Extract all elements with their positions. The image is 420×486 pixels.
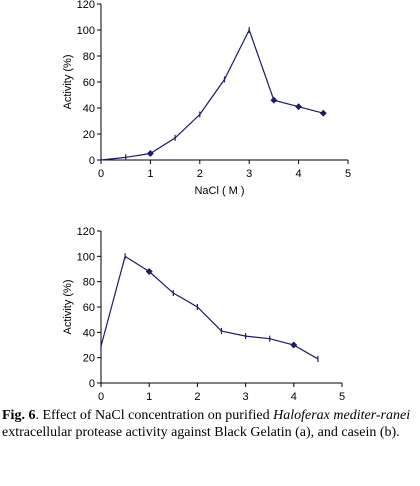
chart-1-y-tick-label: 100 [77, 25, 95, 37]
caption-fig-label: Fig. 6 [2, 408, 36, 423]
chart-1-x-tick-label: 3 [246, 168, 252, 180]
caption-text-1: . Effect of NaCl concentration on purifi… [35, 408, 274, 423]
chart-2-y-tick-label: 60 [83, 302, 95, 314]
caption-species: Haloferax mediter-ranei [273, 408, 411, 423]
chart-1-data-point [146, 149, 154, 158]
chart-1-y-tick-label: 20 [83, 129, 95, 141]
chart-1-y-tick-label: 0 [89, 155, 95, 167]
chart-2-y-axis-label: Activity (%) [62, 280, 74, 335]
chart-2-x-tick-label: 5 [339, 391, 345, 403]
chart-2-x-tick-label: 4 [291, 391, 297, 403]
chart-1-data-point [270, 96, 278, 104]
chart-1-data-point [295, 103, 303, 111]
chart-1-x-tick-label: 0 [98, 168, 104, 180]
chart-2-data-point [290, 341, 298, 349]
chart-2-data-point [145, 267, 153, 276]
chart-2-y-tick-label: 120 [77, 226, 95, 238]
caption-text-2: extracellular protease activity against … [2, 425, 400, 440]
chart-2-y-tick-label: 40 [83, 327, 95, 339]
chart-2-y-tick-label: 0 [89, 378, 95, 390]
chart-1-series-line [100, 28, 324, 161]
chart-2-x-tick-label: 1 [146, 391, 152, 403]
chart-1-y-tick-label: 80 [83, 51, 95, 63]
chart-a: 0 20 40 60 80 100 120 0 1 2 3 4 5 NaCl ( M ) Activity … [62, 0, 351, 197]
chart-2-series-line [100, 255, 319, 360]
chart-1-x-tick-label: 5 [345, 168, 351, 180]
chart-2-x-tick-label: 3 [243, 391, 249, 403]
chart-2-y-tick-label: 20 [83, 353, 95, 365]
chart-1-y-tick-label: 60 [83, 77, 95, 89]
chart-2-x-tick-label: 2 [194, 391, 200, 403]
chart-1-y-tick-label: 120 [77, 0, 95, 11]
chart-1-x-tick-label: 4 [296, 168, 302, 180]
chart-1-y-axis-label: Activity (%) [62, 55, 74, 110]
chart-1-x-tick-label: 1 [147, 168, 153, 180]
chart-1-y-tick-label: 40 [83, 103, 95, 115]
chart-1-data-point [319, 109, 327, 117]
chart-1-x-axis-label: NaCl ( M ) [194, 185, 244, 197]
chart-2-y-tick-label: 100 [77, 251, 95, 263]
chart-1-x-tick-label: 2 [197, 168, 203, 180]
chart-2-y-tick-label: 80 [83, 277, 95, 289]
figure-caption: Fig. 6. Effect of NaCl concentration on … [2, 407, 416, 441]
chart-2-x-tick-label: 0 [98, 391, 104, 403]
